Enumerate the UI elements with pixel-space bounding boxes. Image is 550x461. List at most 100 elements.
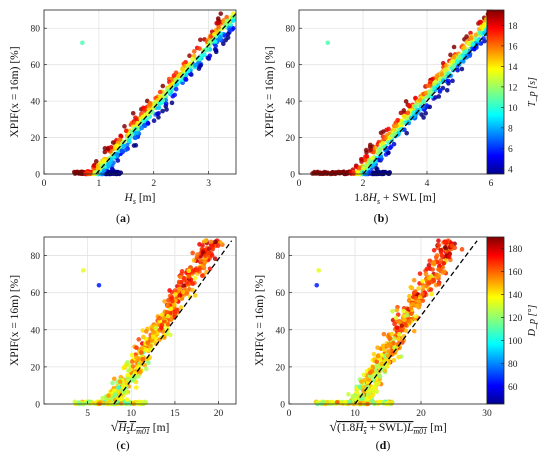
scatter-point [442, 67, 448, 72]
plot-area [289, 237, 487, 404]
scatter-point [139, 350, 144, 355]
scatter-point [391, 126, 397, 132]
scatter-point [214, 20, 219, 26]
x-tick-label: 10 [350, 409, 360, 419]
scatter-point [230, 18, 236, 24]
scatter-point [160, 83, 166, 89]
scatter-point [421, 284, 426, 290]
scatter-point [181, 283, 187, 288]
scatter-point [198, 37, 203, 43]
scatter-point [466, 40, 472, 46]
scatter-point [134, 345, 139, 350]
colorbar-tick-label: 140 [508, 291, 523, 301]
scatter-point [173, 70, 179, 75]
scatter-point [407, 319, 412, 324]
scatter-point [438, 257, 444, 263]
scatter-point [190, 281, 195, 286]
scatter-point [377, 374, 383, 379]
scatter-point [408, 305, 414, 311]
scatter-point [213, 43, 219, 49]
scatter-point [384, 400, 389, 406]
scatter-point [368, 142, 373, 148]
x-axis-label: 1.8Hs + SWL [m] [354, 192, 435, 206]
scatter-point [169, 100, 175, 106]
scatter-point [121, 388, 127, 394]
scatter-point [423, 90, 429, 96]
scatter-point [451, 44, 457, 50]
scatter-point [153, 325, 159, 331]
scatter-point [409, 311, 414, 316]
scatter-point [190, 250, 195, 256]
colorbar-tick-label: 18 [508, 22, 518, 32]
scatter-point [440, 60, 446, 66]
scatter-point [367, 388, 373, 394]
scatter-point [159, 312, 165, 318]
scatter-point [140, 328, 146, 333]
scatter-point [129, 359, 135, 364]
scatter-point [387, 341, 392, 347]
scatter-point [172, 288, 178, 293]
scatter-point [413, 295, 419, 301]
x-tick-label: 0 [287, 409, 292, 419]
scatter-point [410, 301, 415, 307]
scatter-point [424, 103, 429, 108]
scatter-point [460, 46, 466, 51]
scatter-point [391, 340, 396, 346]
scatter-point [167, 332, 173, 338]
scatter-point [441, 260, 447, 266]
scatter-point [367, 370, 373, 376]
scatter-point [368, 147, 373, 153]
scatter-point [206, 56, 212, 61]
scatter-point [464, 55, 469, 60]
scatter-point [444, 62, 449, 68]
scatter-point [368, 374, 373, 379]
x-tick-label: 15 [170, 409, 180, 419]
scatter-point [180, 66, 185, 72]
scatter-point [191, 49, 197, 54]
scatter-point [165, 322, 171, 327]
scatter-point [463, 49, 468, 55]
scatter-point [310, 171, 315, 176]
scatter-point [101, 168, 107, 173]
scatter-point [381, 331, 387, 337]
colorbar-tick-label: 14 [508, 63, 518, 73]
scatter-point [403, 322, 408, 327]
scatter-point [215, 243, 221, 248]
panel-label: (a) [116, 211, 130, 225]
x-tick-label: 0 [297, 179, 302, 189]
scatter-point [439, 253, 445, 259]
scatter-point [123, 128, 129, 134]
scatter-point [473, 32, 479, 38]
scatter-point [222, 33, 228, 38]
x-axis-label: Hs [m] [124, 192, 156, 206]
scatter-point [464, 34, 469, 39]
scatter-point [354, 395, 360, 400]
scatter-point [210, 246, 215, 252]
colorbar-D_p: 60 80 100 120 140 160 180 D_p [°] [486, 236, 538, 405]
scatter-point [136, 373, 141, 379]
scatter-point [431, 260, 437, 266]
scatter-point [213, 39, 218, 45]
scatter-point [84, 400, 90, 406]
panel-label: (d) [376, 438, 391, 452]
scatter-point [139, 125, 145, 131]
colorbar-tick-label: 10 [508, 104, 518, 114]
scatter-point [168, 82, 174, 87]
scatter-point [461, 59, 466, 64]
colorbar-tick-label: 180 [508, 245, 523, 255]
scatter-point [457, 54, 462, 60]
scatter-point [140, 400, 146, 406]
scatter-point [439, 72, 444, 77]
scatter-point [424, 94, 429, 100]
scatter-point [110, 380, 115, 386]
scatter-point [401, 308, 406, 314]
colorbar-label: D_p [°] [527, 305, 538, 338]
scatter-point [315, 400, 320, 405]
y-tick-label: 40 [31, 326, 41, 336]
scatter-point [354, 389, 360, 395]
scatter-point [160, 108, 165, 114]
scatter-point [139, 341, 145, 346]
scatter-point [150, 330, 156, 335]
scatter-point [387, 170, 393, 175]
scatter-point [406, 103, 412, 108]
